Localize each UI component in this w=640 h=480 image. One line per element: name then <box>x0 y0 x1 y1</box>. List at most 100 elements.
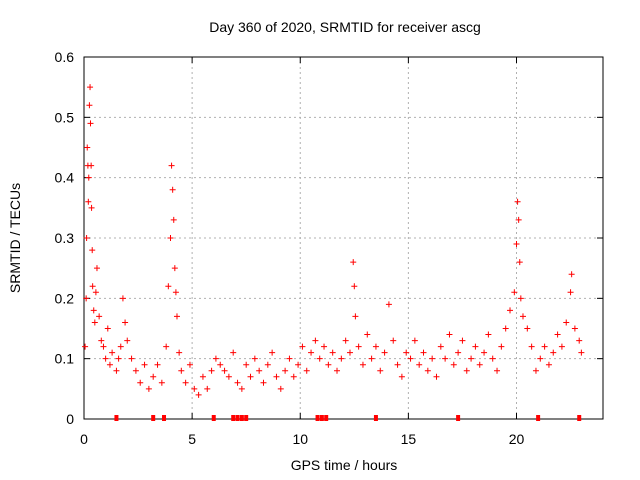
data-point <box>346 349 353 356</box>
data-point <box>342 337 349 344</box>
data-point <box>191 385 198 392</box>
data-point <box>122 319 129 326</box>
data-point <box>472 343 479 350</box>
y-tick-label: 0.4 <box>55 170 75 186</box>
data-point <box>450 361 457 368</box>
data-point <box>498 343 505 350</box>
data-point <box>150 373 157 380</box>
data-point <box>204 385 211 392</box>
data-point <box>455 349 462 356</box>
y-tick-label: 0.1 <box>55 351 75 367</box>
data-point <box>568 271 575 278</box>
data-point <box>372 343 379 350</box>
data-point <box>442 355 449 362</box>
x-axis-label: GPS time / hours <box>291 457 398 473</box>
y-tick-label: 0.6 <box>55 49 75 65</box>
data-point <box>514 198 521 205</box>
data-point <box>178 367 185 374</box>
data-point <box>558 343 565 350</box>
data-point <box>403 349 410 356</box>
gap-marker <box>235 415 240 421</box>
data-point <box>169 186 176 193</box>
x-tick-label: 15 <box>401 431 417 447</box>
data-point <box>420 349 427 356</box>
data-point <box>312 337 319 344</box>
x-tick-label: 20 <box>509 431 525 447</box>
data-point <box>89 283 96 290</box>
data-point <box>433 373 440 380</box>
data-point <box>394 361 401 368</box>
x-tick-label: 10 <box>292 431 308 447</box>
grid-lines <box>84 57 603 419</box>
gap-marker <box>319 415 324 421</box>
data-point <box>88 162 95 169</box>
data-point <box>468 355 475 362</box>
data-point <box>277 385 284 392</box>
gap-marker <box>373 415 378 421</box>
data-point <box>437 343 444 350</box>
data-point <box>85 198 92 205</box>
data-point <box>141 361 148 368</box>
data-point <box>516 259 523 266</box>
data-point <box>571 325 578 332</box>
data-point <box>576 337 583 344</box>
data-point <box>269 349 276 356</box>
axis-tick-labels: 0 0.1 0.2 0.3 0.4 0.5 0.6 0 5 10 15 20 <box>55 49 525 447</box>
data-point <box>98 337 105 344</box>
data-point <box>92 289 99 296</box>
data-point <box>321 343 328 350</box>
data-point <box>85 174 92 181</box>
gap-marker <box>162 415 167 421</box>
gap-marker <box>456 415 461 421</box>
data-point <box>385 301 392 308</box>
data-point <box>390 337 397 344</box>
y-tick-label: 0 <box>66 411 74 427</box>
data-point <box>524 325 531 332</box>
data-point <box>168 162 175 169</box>
data-point <box>170 216 177 223</box>
data-point <box>247 373 254 380</box>
gap-marker <box>151 415 156 421</box>
data-point <box>167 235 174 241</box>
data-point <box>424 367 431 374</box>
data-point <box>88 204 95 211</box>
data-point <box>463 367 470 374</box>
data-point <box>541 343 548 350</box>
data-point <box>446 331 453 338</box>
data-point <box>398 373 405 380</box>
data-point <box>329 349 336 356</box>
data-point <box>230 349 237 356</box>
data-point <box>295 361 302 368</box>
data-point <box>260 379 267 386</box>
data-point <box>507 307 514 314</box>
data-point <box>217 361 224 368</box>
data-point <box>93 265 100 272</box>
gap-marker <box>211 415 216 421</box>
chart-title: Day 360 of 2020, SRMTID for receiver asc… <box>209 19 481 35</box>
gap-marker <box>239 415 244 421</box>
gap-marker <box>577 415 582 421</box>
data-point <box>563 319 570 326</box>
data-point <box>83 295 90 302</box>
data-point <box>109 349 116 356</box>
data-point <box>117 343 124 350</box>
data-point <box>163 343 170 350</box>
data-point <box>172 289 179 296</box>
y-axis-label: SRMTID / TECUs <box>7 183 23 293</box>
data-point <box>137 379 144 386</box>
data-point <box>176 349 183 356</box>
gap-marker <box>315 415 320 421</box>
data-point <box>567 289 574 296</box>
gap-marker <box>324 415 329 421</box>
data-point <box>165 283 172 290</box>
gap-marker <box>536 415 541 421</box>
data-point <box>578 349 585 356</box>
data-point <box>128 355 135 362</box>
gap-marker <box>244 415 249 421</box>
data-point <box>199 373 206 380</box>
data-point <box>494 367 501 374</box>
data-point <box>100 343 107 350</box>
data-point <box>532 367 539 374</box>
data-point <box>82 343 89 350</box>
